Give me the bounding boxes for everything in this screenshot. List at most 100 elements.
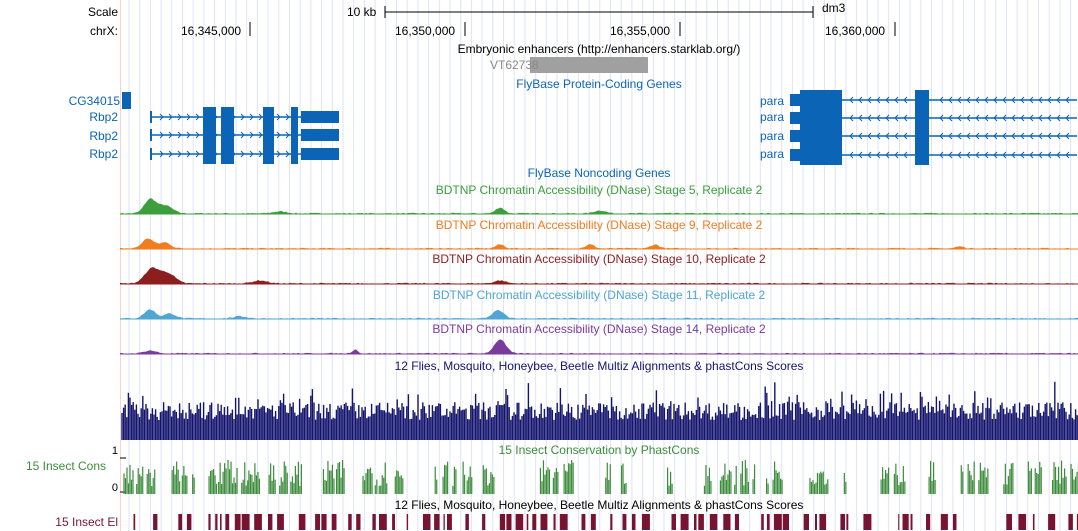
- strand-arrow: [993, 151, 998, 159]
- strand-arrow: [159, 131, 164, 139]
- rbp2-exon: [203, 125, 216, 145]
- gene-label-rbp2-2[interactable]: Rbp2: [89, 129, 118, 143]
- enhancers-track-title[interactable]: Embryonic enhancers (http://enhancers.st…: [457, 42, 741, 56]
- conserved-element: [540, 514, 548, 530]
- conserved-element: [423, 514, 431, 530]
- conserved-element: [1018, 514, 1027, 530]
- strand-arrow: [240, 113, 245, 121]
- noncoding-genes-title[interactable]: FlyBase Noncoding Genes: [527, 166, 671, 180]
- conserved-element: [186, 514, 192, 530]
- phastcons-track-title[interactable]: 15 Insect Conservation by PhastCons: [498, 443, 700, 457]
- strand-arrow: [1047, 96, 1052, 104]
- conserved-element: [910, 514, 913, 530]
- gene-label-rbp2-3[interactable]: Rbp2: [89, 147, 118, 161]
- conserved-element: [532, 514, 537, 530]
- strand-arrow: [894, 114, 899, 122]
- dnase-stage11-title[interactable]: BDTNP Chromatin Accessibility (DNase) St…: [432, 288, 766, 302]
- conserved-element: [641, 514, 650, 530]
- conserved-element: [723, 514, 731, 530]
- para-exon: [800, 108, 842, 128]
- strand-arrow: [213, 150, 218, 158]
- enhancer-item-label[interactable]: VT62738: [490, 58, 539, 72]
- rbp2-exon: [291, 125, 298, 145]
- position-tick-4: 16,360,000: [825, 24, 886, 38]
- strand-arrow: [1029, 132, 1034, 140]
- gene-label-para-1[interactable]: para: [760, 94, 785, 108]
- conserved-element: [331, 514, 337, 530]
- rbp2-exon: [263, 107, 274, 127]
- conserved-element: [215, 514, 218, 530]
- strand-arrow: [168, 113, 173, 121]
- strand-arrow: [885, 96, 890, 104]
- strand-arrow: [249, 150, 254, 158]
- gene-label-rbp2-1[interactable]: Rbp2: [89, 110, 118, 124]
- insect-el-label[interactable]: 15 Insect El: [55, 515, 118, 529]
- conserved-element: [898, 514, 900, 530]
- strand-arrow: [1065, 96, 1070, 104]
- dnase-stage5-signal: [120, 198, 1078, 214]
- strand-arrow: [858, 96, 863, 104]
- strand-arrow: [231, 131, 236, 139]
- dnase-stage9-title[interactable]: BDTNP Chromatin Accessibility (DNase) St…: [435, 218, 763, 232]
- conserved-element: [392, 514, 395, 530]
- strand-arrow: [285, 113, 290, 121]
- multiz-elements-title[interactable]: 12 Flies, Mosquito, Honeybee, Beetle Mul…: [394, 498, 804, 512]
- dnase-stage9-signal: [120, 238, 1078, 249]
- conserved-element: [321, 514, 327, 530]
- gene-label-para-4[interactable]: para: [760, 147, 785, 161]
- conserved-element: [1068, 514, 1073, 530]
- strand-arrow: [168, 131, 173, 139]
- conserved-element: [773, 514, 782, 530]
- strand-arrow: [1038, 132, 1043, 140]
- strand-arrow: [885, 132, 890, 140]
- position-tick-3: 16,355,000: [610, 24, 671, 38]
- conserved-element: [671, 514, 676, 530]
- dnase-stage10-title[interactable]: BDTNP Chromatin Accessibility (DNase) St…: [432, 252, 766, 266]
- rbp2-exon: [291, 144, 298, 164]
- strand-arrow: [948, 151, 953, 159]
- strand-arrow: [1020, 114, 1025, 122]
- strand-arrow: [258, 150, 263, 158]
- strand-arrow: [222, 150, 227, 158]
- dnase-stage14-title[interactable]: BDTNP Chromatin Accessibility (DNase) St…: [432, 322, 766, 336]
- conserved-element: [443, 514, 445, 530]
- gene-label-para-2[interactable]: para: [760, 110, 785, 124]
- conserved-element: [803, 514, 809, 530]
- strand-arrow: [240, 131, 245, 139]
- para-exon: [915, 108, 929, 128]
- strand-arrow: [903, 132, 908, 140]
- assembly-label: dm3: [822, 1, 846, 15]
- strand-arrow: [975, 132, 980, 140]
- conserved-element: [277, 514, 284, 530]
- strand-arrow: [939, 132, 944, 140]
- strand-arrow: [213, 131, 218, 139]
- multiz-track-title[interactable]: 12 Flies, Mosquito, Honeybee, Beetle Mul…: [394, 359, 804, 373]
- strand-arrow: [1002, 132, 1007, 140]
- rbp2-exon-utr: [301, 111, 339, 123]
- strand-arrow: [222, 131, 227, 139]
- strand-arrow: [876, 114, 881, 122]
- conserved-element: [482, 514, 486, 530]
- conserved-element: [840, 514, 845, 530]
- conserved-element: [298, 514, 306, 530]
- conserved-element: [225, 514, 230, 530]
- coding-genes-title[interactable]: FlyBase Protein-Coding Genes: [516, 77, 682, 91]
- strand-arrow: [195, 150, 200, 158]
- track-image-area[interactable]: 10 kb dm3 16,345,000 16,350,000 16,355,0…: [120, 0, 1078, 531]
- strand-arrow: [1065, 114, 1070, 122]
- insect-cons-label[interactable]: 15 Insect Cons: [25, 459, 106, 473]
- strand-arrow: [885, 114, 890, 122]
- strand-arrow: [1002, 151, 1007, 159]
- strand-arrow: [993, 132, 998, 140]
- strand-arrow: [1020, 132, 1025, 140]
- strand-arrow: [876, 96, 881, 104]
- dnase-stage5-title[interactable]: BDTNP Chromatin Accessibility (DNase) St…: [435, 183, 763, 197]
- cg34015-gene-block: [122, 92, 131, 109]
- gene-label-cg34015[interactable]: CG34015: [68, 94, 120, 108]
- strand-arrow: [957, 114, 962, 122]
- dnase-stage11-signal: [120, 309, 1078, 319]
- gene-label-para-3[interactable]: para: [760, 129, 785, 143]
- strand-arrow: [876, 132, 881, 140]
- para-exon: [790, 112, 800, 124]
